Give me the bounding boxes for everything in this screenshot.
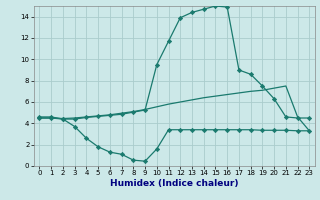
X-axis label: Humidex (Indice chaleur): Humidex (Indice chaleur) — [110, 179, 239, 188]
